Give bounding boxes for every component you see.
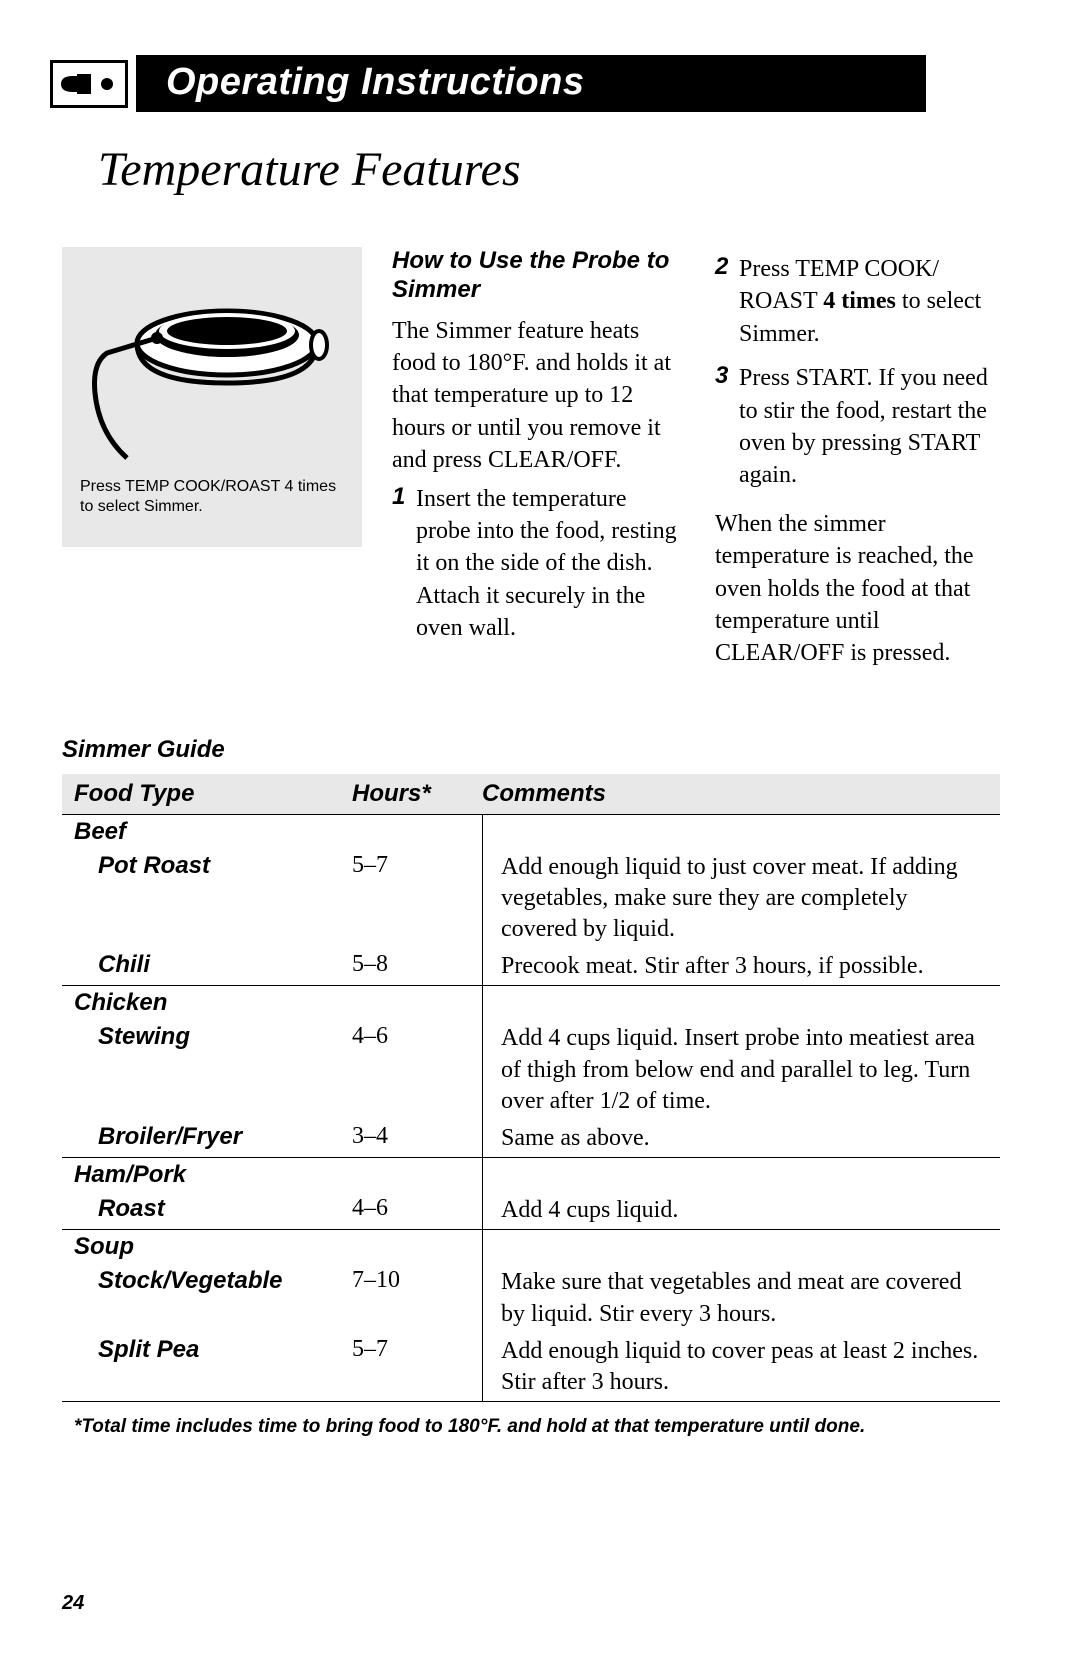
hours-cell: 4–6	[352, 1020, 482, 1120]
table-row: Roast4–6Add 4 cups liquid.	[62, 1192, 1000, 1229]
table-row: Ham/Pork	[62, 1158, 1000, 1192]
step-num-1: 1	[392, 483, 416, 651]
food-cell: Roast	[62, 1192, 352, 1229]
comment-cell	[482, 986, 1000, 1020]
table-row: Pot Roast5–7Add enough liquid to just co…	[62, 849, 1000, 949]
table-group: Ham/PorkRoast4–6Add 4 cups liquid.	[62, 1158, 1000, 1230]
hours-cell: 7–10	[352, 1264, 482, 1332]
simmer-guide-title: Simmer Guide	[62, 736, 1020, 764]
food-cell: Pot Roast	[62, 849, 352, 949]
pot-probe-illustration	[87, 263, 337, 463]
header-title: Operating Instructions	[136, 55, 926, 112]
table-footnote: *Total time includes time to bring food …	[74, 1416, 1000, 1438]
howto-heading: How to Use the Probe to Simmer	[392, 247, 677, 305]
hours-cell: 3–4	[352, 1120, 482, 1157]
table-group: SoupStock/Vegetable7–10Make sure that ve…	[62, 1230, 1000, 1402]
step-text-3: Press START. If you need to stir the foo…	[739, 362, 1000, 492]
category-cell: Ham/Pork	[62, 1158, 352, 1192]
food-cell: Split Pea	[62, 1333, 352, 1401]
step-1: 1 Insert the temperature probe into the …	[392, 483, 677, 651]
table-row: Broiler/Fryer3–4Same as above.	[62, 1120, 1000, 1157]
section-title: Temperature Features	[98, 142, 1020, 197]
comment-cell: Add 4 cups liquid. Insert probe into mea…	[482, 1020, 1000, 1120]
comment-cell: Add 4 cups liquid.	[482, 1192, 1000, 1229]
table-group: BeefPot Roast5–7Add enough liquid to jus…	[62, 814, 1000, 987]
table-row: Stewing4–6Add 4 cups liquid. Insert prob…	[62, 1020, 1000, 1120]
table-row: Chicken	[62, 986, 1000, 1020]
th-comments: Comments	[482, 780, 1000, 808]
food-cell: Chili	[62, 948, 352, 985]
comment-cell: Precook meat. Stir after 3 hours, if pos…	[482, 948, 1000, 985]
figure-box: Press TEMP COOK/ROAST 4 times to select …	[62, 247, 362, 547]
category-cell: Soup	[62, 1230, 352, 1264]
hours-cell	[352, 1158, 482, 1192]
table-header-row: Food Type Hours* Comments	[62, 774, 1000, 814]
hours-cell	[352, 986, 482, 1020]
th-hours: Hours*	[352, 780, 482, 808]
category-cell: Beef	[62, 815, 352, 849]
food-cell: Stewing	[62, 1020, 352, 1120]
comment-cell: Add enough liquid to just cover meat. If…	[482, 849, 1000, 949]
howto-closing: When the simmer temperature is reached, …	[715, 508, 1000, 670]
table-row: Split Pea5–7Add enough liquid to cover p…	[62, 1333, 1000, 1401]
header: Operating Instructions	[50, 55, 1020, 112]
step-text-2: Press TEMP COOK/ ROAST 4 times to select…	[739, 253, 1000, 350]
th-food-type: Food Type	[62, 780, 352, 808]
comment-cell: Same as above.	[482, 1120, 1000, 1157]
comment-cell	[482, 1158, 1000, 1192]
table-row: Stock/Vegetable7–10Make sure that vegeta…	[62, 1264, 1000, 1332]
hours-cell: 4–6	[352, 1192, 482, 1229]
comment-cell	[482, 815, 1000, 849]
step-text-1: Insert the temperature probe into the fo…	[416, 483, 677, 645]
step-num-3: 3	[715, 362, 739, 498]
step-3: 3 Press START. If you need to stir the f…	[715, 362, 1000, 498]
column-left: How to Use the Probe to Simmer The Simme…	[392, 247, 677, 676]
instruction-columns: How to Use the Probe to Simmer The Simme…	[392, 247, 1000, 676]
simmer-table: Food Type Hours* Comments BeefPot Roast5…	[62, 774, 1000, 1438]
hours-cell: 5–8	[352, 948, 482, 985]
howto-intro: The Simmer feature heats food to 180°F. …	[392, 315, 677, 477]
page-number: 24	[62, 1592, 84, 1615]
header-icon	[50, 60, 128, 108]
hours-cell	[352, 1230, 482, 1264]
hours-cell	[352, 815, 482, 849]
comment-cell: Add enough liquid to cover peas at least…	[482, 1333, 1000, 1401]
food-cell: Stock/Vegetable	[62, 1264, 352, 1332]
table-body: BeefPot Roast5–7Add enough liquid to jus…	[62, 814, 1000, 1402]
comment-cell: Make sure that vegetables and meat are c…	[482, 1264, 1000, 1332]
hours-cell: 5–7	[352, 849, 482, 949]
category-cell: Chicken	[62, 986, 352, 1020]
food-cell: Broiler/Fryer	[62, 1120, 352, 1157]
comment-cell	[482, 1230, 1000, 1264]
table-row: Chili5–8Precook meat. Stir after 3 hours…	[62, 948, 1000, 985]
step-num-2: 2	[715, 253, 739, 356]
table-group: ChickenStewing4–6Add 4 cups liquid. Inse…	[62, 986, 1000, 1158]
figure-caption: Press TEMP COOK/ROAST 4 times to select …	[80, 477, 344, 517]
hours-cell: 5–7	[352, 1333, 482, 1401]
table-row: Soup	[62, 1230, 1000, 1264]
upper-content: Press TEMP COOK/ROAST 4 times to select …	[50, 247, 1020, 676]
step-2: 2 Press TEMP COOK/ ROAST 4 times to sele…	[715, 253, 1000, 356]
probe-plug-icon	[59, 68, 119, 100]
table-row: Beef	[62, 815, 1000, 849]
column-right: 2 Press TEMP COOK/ ROAST 4 times to sele…	[715, 247, 1000, 676]
